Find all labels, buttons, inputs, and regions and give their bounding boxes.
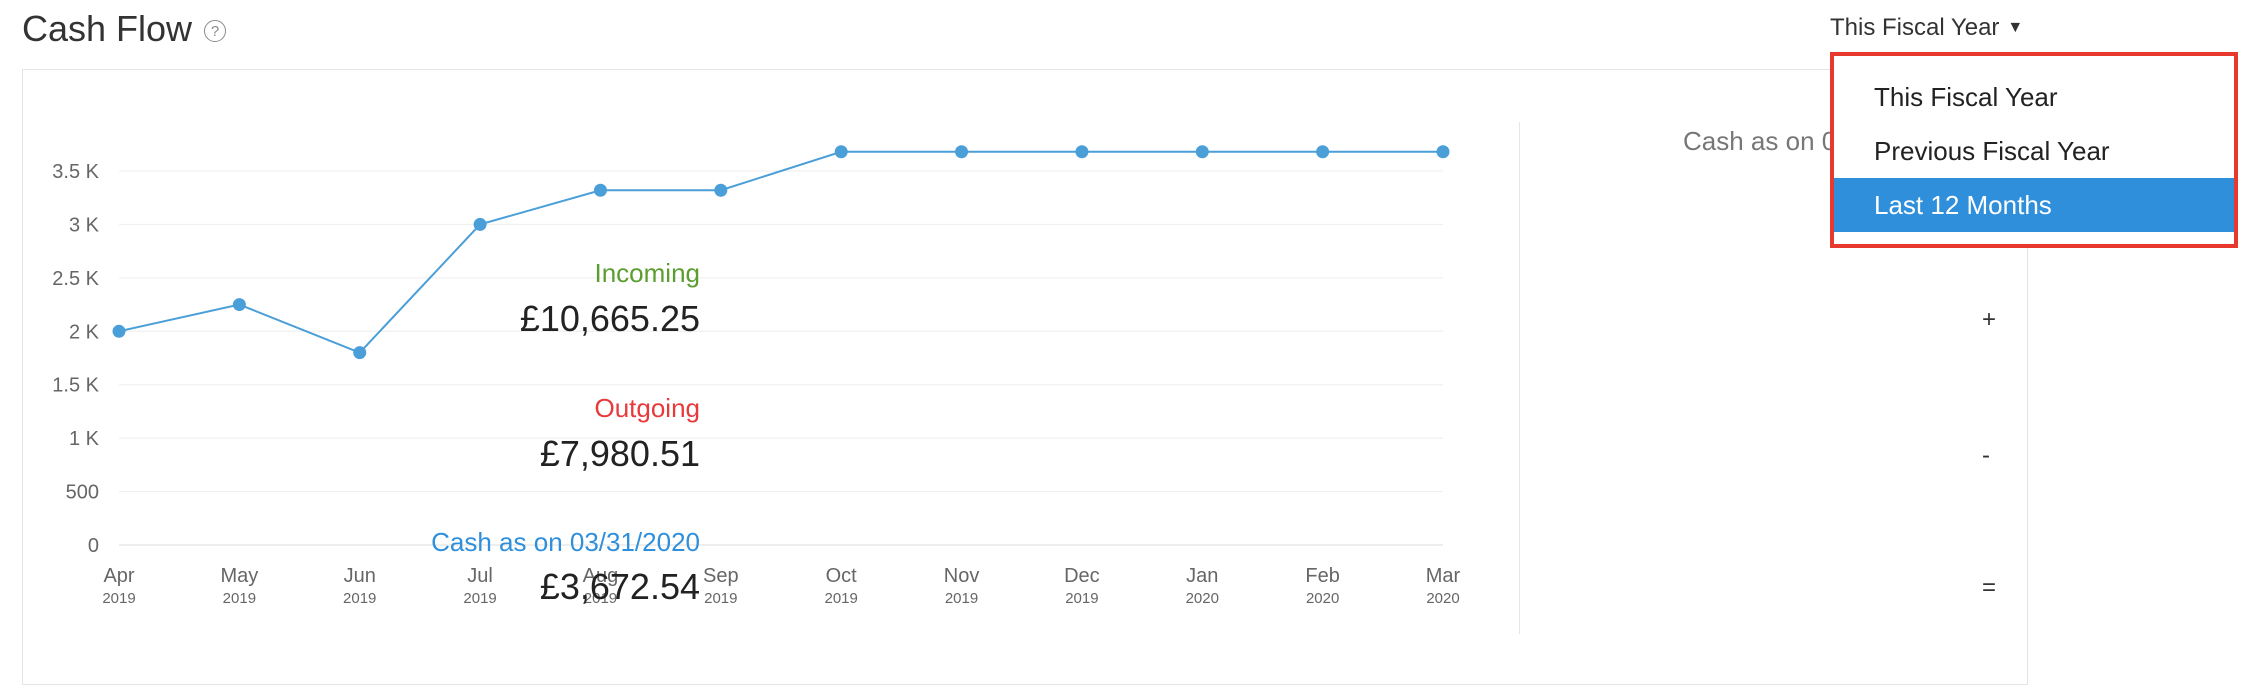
- x-tick-label: Mar: [1426, 565, 1461, 587]
- data-point: [593, 183, 607, 197]
- y-tick-label: 1 K: [69, 428, 100, 450]
- period-dropdown-menu: This Fiscal Year Previous Fiscal Year La…: [1830, 52, 2238, 248]
- outgoing-op: -: [1982, 442, 1990, 469]
- panel-divider: [1519, 122, 1520, 634]
- data-point: [1075, 145, 1089, 159]
- caret-down-icon: ▼: [2007, 19, 2024, 36]
- data-point: [955, 145, 969, 159]
- period-select-value: This Fiscal Year: [1830, 14, 2000, 41]
- x-tick-year-label: 2019: [584, 590, 617, 607]
- data-point: [1195, 145, 1209, 159]
- x-tick-label: Jul: [467, 565, 493, 587]
- cash-flow-chart: 0 500 1 K 1.5 K 2 K 2.5 K 3 K 3.5 K Apr 2019 May 20…: [52, 145, 1461, 607]
- closing-cash-label: Cash as on 03/31/2020: [431, 527, 700, 557]
- x-tick-label: Dec: [1064, 565, 1100, 587]
- data-point: [714, 183, 728, 197]
- incoming-label: Incoming: [594, 258, 701, 288]
- x-tick-year-label: 2019: [343, 590, 376, 607]
- page-title-text: Cash Flow: [22, 8, 193, 49]
- y-tick-label: 500: [66, 482, 99, 504]
- x-tick-label: Feb: [1305, 565, 1339, 587]
- incoming-op: +: [1982, 306, 1997, 333]
- x-tick-year-label: 2019: [824, 590, 857, 607]
- y-tick-label: 3.5 K: [52, 161, 99, 183]
- x-tick-label: Nov: [944, 565, 980, 587]
- y-tick-label: 3 K: [69, 214, 100, 236]
- cash-flow-panel: 0 500 1 K 1.5 K 2 K 2.5 K 3 K 3.5 K Apr 2019 May 20…: [22, 69, 2028, 685]
- option-last-12-months[interactable]: Last 12 Months: [1834, 178, 2234, 232]
- data-point: [473, 217, 487, 231]
- y-tick-label: 1.5 K: [52, 375, 99, 397]
- period-select[interactable]: This Fiscal Year ▼: [1830, 14, 2023, 42]
- x-tick-year-label: 2020: [1426, 590, 1459, 607]
- data-point: [1436, 145, 1450, 159]
- x-tick-year-label: 2019: [1065, 590, 1098, 607]
- x-tick-label: Sep: [703, 565, 739, 587]
- closing-op: =: [1982, 574, 1997, 601]
- page-title: Cash Flow ?: [22, 8, 227, 50]
- y-tick-label: 2.5 K: [52, 268, 99, 290]
- x-tick-year-label: 2019: [223, 590, 256, 607]
- data-point: [112, 324, 126, 338]
- data-point: [353, 346, 367, 360]
- option-this-fiscal-year[interactable]: This Fiscal Year: [1874, 82, 2058, 112]
- x-tick-year-label: 2020: [1186, 590, 1219, 607]
- question-circle-icon[interactable]: ?: [204, 20, 227, 42]
- cash-opening-label: Cash as on 0: [1683, 126, 1837, 156]
- x-tick-label: Apr: [103, 565, 134, 587]
- data-point: [834, 145, 848, 159]
- data-point: [232, 298, 246, 312]
- x-tick-label: Jun: [344, 565, 376, 587]
- x-tick-label: Oct: [826, 565, 858, 587]
- x-tick-year-label: 2020: [1306, 590, 1339, 607]
- closing-cash-value: £3,672.54: [539, 566, 700, 607]
- y-tick-label: 0: [88, 535, 99, 557]
- x-tick-year-label: 2019: [463, 590, 496, 607]
- incoming-value: £10,665.25: [519, 298, 700, 339]
- outgoing-value: £7,980.51: [539, 433, 700, 474]
- cash-flow-line: [118, 150, 1443, 354]
- data-point: [1316, 145, 1330, 159]
- option-previous-fiscal-year[interactable]: Previous Fiscal Year: [1874, 136, 2110, 166]
- outgoing-label: Outgoing: [594, 393, 700, 423]
- x-tick-year-label: 2019: [704, 590, 737, 607]
- x-tick-label: May: [220, 565, 258, 587]
- x-tick-label: Aug: [583, 565, 619, 587]
- x-tick-year-label: 2019: [102, 590, 135, 607]
- x-tick-label: Jan: [1186, 565, 1218, 587]
- y-tick-label: 2 K: [69, 321, 100, 343]
- x-tick-year-label: 2019: [945, 590, 978, 607]
